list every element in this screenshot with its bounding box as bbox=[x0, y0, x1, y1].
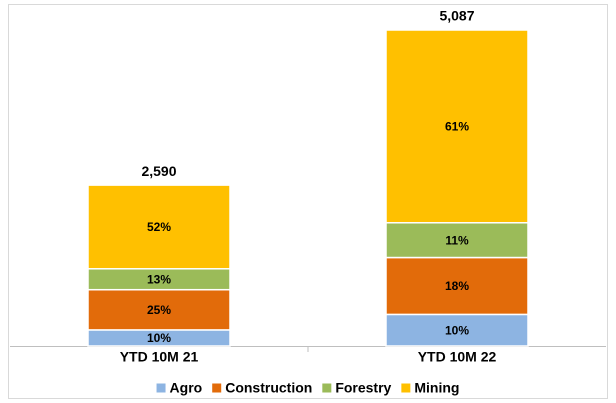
legend-swatch bbox=[401, 383, 411, 393]
segment-label: 61% bbox=[445, 120, 469, 134]
segment-label: 10% bbox=[147, 331, 171, 345]
chart-frame bbox=[8, 4, 608, 399]
total-label: 2,590 bbox=[141, 163, 176, 179]
legend-item: Construction bbox=[212, 380, 312, 396]
legend-item: Agro bbox=[156, 380, 203, 396]
legend-label: Agro bbox=[170, 380, 203, 396]
legend-label: Construction bbox=[225, 380, 312, 396]
x-tick-label: YTD 10M 21 bbox=[120, 349, 199, 365]
segment-label: 13% bbox=[147, 272, 171, 286]
legend-label: Forestry bbox=[335, 380, 391, 396]
bar-segment bbox=[87, 184, 231, 270]
segment-label: 18% bbox=[445, 279, 469, 293]
legend-swatch bbox=[322, 383, 332, 393]
total-label: 5,087 bbox=[439, 8, 474, 24]
segment-label: 10% bbox=[445, 323, 469, 337]
segment-label: 25% bbox=[147, 303, 171, 317]
legend-swatch bbox=[156, 383, 166, 393]
segment-label: 52% bbox=[147, 220, 171, 234]
legend-swatch bbox=[212, 383, 222, 393]
legend-item: Mining bbox=[401, 380, 459, 396]
legend-label: Mining bbox=[414, 380, 459, 396]
legend-item: Forestry bbox=[322, 380, 392, 396]
bar-segment bbox=[385, 29, 529, 224]
x-tick-label: YTD 10M 22 bbox=[418, 349, 497, 365]
segment-label: 11% bbox=[445, 233, 469, 247]
